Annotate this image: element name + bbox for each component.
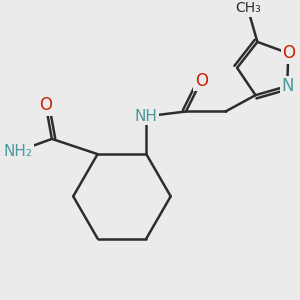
Text: N: N (281, 77, 293, 95)
Text: O: O (195, 72, 208, 90)
Text: O: O (39, 96, 52, 114)
Text: NH₂: NH₂ (4, 144, 33, 159)
Text: CH₃: CH₃ (235, 1, 260, 15)
Text: O: O (282, 44, 295, 62)
Text: NH: NH (135, 109, 158, 124)
